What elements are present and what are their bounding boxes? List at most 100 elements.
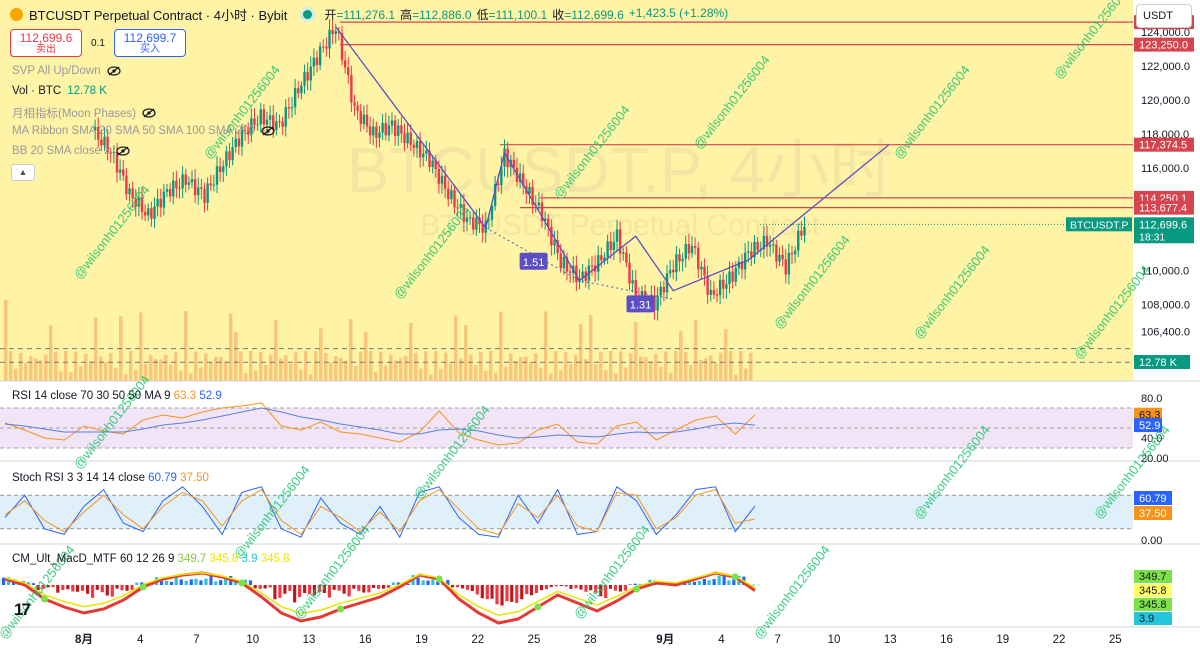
candle-body [309, 66, 312, 81]
macd-histogram-bar [288, 585, 292, 591]
candle-body [203, 188, 206, 203]
macd-histogram-bar [75, 585, 80, 592]
candle-body [712, 290, 716, 295]
macd-histogram-bar [189, 579, 193, 585]
macd-histogram-bar [2, 577, 6, 585]
rsi-legend[interactable]: RSI 14 close 70 30 50 50 MA 9 63.3 52.9 [12, 390, 222, 402]
candle-body [747, 251, 750, 253]
stoch-legend[interactable]: Stoch RSI 3 3 14 14 close 60.79 37.50 [12, 472, 209, 484]
macd-histogram-bar [618, 585, 623, 592]
macd-histogram-bar [372, 585, 376, 588]
candle-body [668, 269, 672, 274]
candle-body [715, 294, 719, 296]
volume-bar [374, 371, 378, 381]
macd-histogram-bar [367, 585, 371, 593]
legend-ma-ribbon[interactable]: MA Ribbon SMA 20 SMA 50 SMA 100 SMA 200 [12, 125, 275, 137]
macd-histogram-bar [164, 580, 169, 585]
svp-label: SVP All Up/Down [12, 65, 101, 77]
candle-body [556, 240, 559, 254]
legend-volume[interactable]: Vol · BTC 12.78 K [12, 85, 107, 97]
macd-label: CM_Ult_MacD_MTF 60 12 26 9 [12, 553, 175, 565]
macd-histogram-bar [95, 585, 99, 590]
candle-body [590, 265, 594, 267]
macd-histogram-bar [51, 585, 55, 588]
macd-histogram-bar [594, 585, 598, 593]
macd-histogram-bar [41, 585, 45, 589]
candle-body [109, 152, 112, 154]
market-status-icon [303, 9, 313, 19]
price-tick-label: 108,000.0 [1141, 299, 1190, 311]
candle-body [497, 183, 500, 186]
legend-moon-phases[interactable]: 月相指标(Moon Phases) [12, 105, 156, 121]
price-level-tag [1134, 137, 1194, 152]
macd-histogram-bar [71, 585, 75, 592]
legend-svp[interactable]: SVP All Up/Down [12, 65, 121, 77]
hidden-eye-icon[interactable] [142, 108, 156, 118]
macd-value-tag-label: 3.9 [1139, 613, 1154, 625]
volume-bar [484, 371, 488, 381]
candle-body [487, 219, 491, 221]
candle-body [478, 217, 481, 225]
pattern-ratio-badge [626, 295, 655, 313]
ma-ribbon-label: MA Ribbon SMA 20 SMA 50 SMA 100 SMA 200 [12, 125, 255, 137]
currency-selector[interactable]: USDT [1136, 4, 1192, 28]
volume-bar [649, 361, 653, 381]
candle-body [150, 208, 153, 219]
hidden-eye-icon[interactable] [107, 66, 121, 76]
candle-body [740, 261, 744, 270]
candle-body [609, 241, 612, 251]
macd-histogram-bar [426, 580, 430, 585]
macd-histogram-bar [707, 580, 711, 585]
candle-body [172, 180, 175, 197]
macd-histogram-bar [293, 585, 297, 603]
collapse-legend-button[interactable]: ▲ [11, 164, 35, 181]
macd-legend[interactable]: CM_Ult_MacD_MTF 60 12 26 9 349.7 345.8 3… [12, 553, 290, 565]
volume-bar [534, 353, 538, 381]
candle-body [393, 120, 397, 136]
buy-button[interactable]: 112,699.7 买入 [114, 29, 186, 57]
volume-bar [204, 353, 208, 381]
macd-histogram-bar [697, 581, 701, 585]
candle-body [243, 129, 247, 131]
rsi-tick-label: 40.0 [1141, 433, 1162, 445]
macd-histogram-bar [717, 575, 721, 585]
volume-bar [379, 351, 383, 381]
candle-body [197, 187, 200, 196]
candle-body [531, 187, 534, 205]
hidden-eye-icon[interactable] [116, 146, 131, 156]
hidden-eye-icon[interactable] [261, 126, 275, 136]
legend-bollinger[interactable]: BB 20 SMA close 2 [12, 145, 131, 157]
macd-histogram-bar [702, 578, 706, 585]
symbol-title[interactable]: BTCUSDT Perpetual Contract · 4小时 · Bybit [29, 7, 288, 23]
time-tick-label: 16 [359, 634, 372, 646]
volume-bar [309, 374, 313, 381]
macd-histogram-bar [312, 585, 316, 596]
volume-bar [644, 357, 648, 381]
candle-body [212, 184, 216, 186]
volume-bar [369, 351, 373, 381]
candle-body [565, 256, 569, 272]
candle-body [381, 122, 384, 133]
candle-body [384, 122, 387, 136]
volume-bar [619, 351, 623, 381]
sell-button[interactable]: 112,699.6 卖出 [10, 29, 82, 57]
candle-body [165, 189, 169, 192]
tradingview-logo-icon: 17 [14, 600, 31, 619]
candle-body [703, 266, 706, 276]
candle-body [159, 198, 162, 208]
candle-body [259, 109, 262, 125]
candle-body [147, 208, 150, 216]
candle-body [359, 110, 362, 125]
volume-bar [354, 366, 358, 381]
volume-bar [389, 354, 393, 381]
candle-body [600, 255, 603, 261]
volume-bar [94, 317, 98, 381]
candle-body [443, 175, 447, 189]
bybit-logo-icon [10, 7, 23, 21]
macd-histogram-bar [303, 585, 307, 594]
macd-histogram-bar [584, 585, 588, 592]
volume-bar [629, 353, 633, 381]
candle-body [218, 166, 222, 172]
candle-body [325, 46, 328, 49]
